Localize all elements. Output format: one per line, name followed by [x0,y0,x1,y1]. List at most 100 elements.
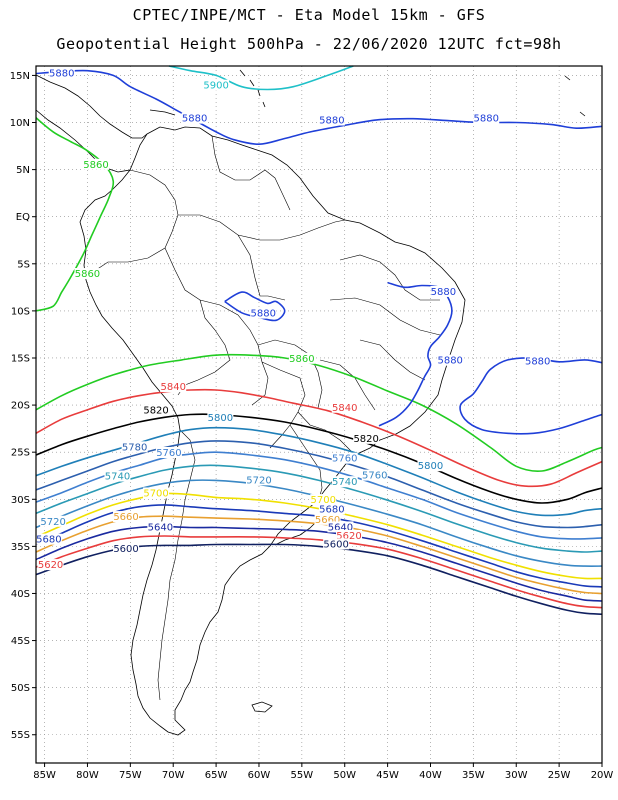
contour-5840 [35,388,603,488]
contour-label: 5900 [203,81,228,92]
contour-5880 [459,357,603,435]
contour-label-background [417,460,444,472]
lat-tick-label: 15N [10,71,30,82]
falkland-islands [251,701,273,713]
central-america-coastline [35,74,148,173]
contour-label-background [318,114,345,126]
contour-label: 5860 [75,269,100,280]
lat-tick-label: 30S [11,495,30,506]
graticule [36,66,603,763]
contour-label: 5660 [113,512,138,523]
contour-label-background [35,533,62,545]
contour-label: 5880 [525,357,550,368]
contour-label: 5840 [332,403,357,414]
contour-5900 [168,65,354,91]
contour-label-background [121,441,148,453]
contour-label: 5720 [246,475,271,486]
lon-tick-label: 30W [505,770,528,781]
lon-tick-label: 40W [419,770,442,781]
contour-5860 [35,117,115,312]
contour-label-background [113,543,140,555]
contour-labels: 5900 5880 5880 5880 5880 5860 5860 5860 5840 5840… [35,67,551,571]
lon-tick-label: 55W [291,770,314,781]
lat-tick-label: EQ [16,212,30,223]
contour-label-background [318,503,345,515]
contour-label-background [473,112,500,124]
contour-label-background [48,67,75,79]
contour-label-background [437,354,464,366]
lat-tick-label: 5N [16,165,30,176]
lat-tick-label: 25S [11,448,30,459]
lon-tick-label: 75W [119,770,142,781]
contour-label: 5880 [319,116,344,127]
contour-label: 5820 [353,434,378,445]
contour-label: 5600 [323,539,348,550]
contour-label-background [40,515,67,527]
lon-tick-label: 35W [462,770,485,781]
contour-5780 [35,440,603,529]
contour-label: 5880 [437,356,462,367]
lon-tick-label: 80W [76,770,99,781]
contour-label: 5600 [113,544,138,555]
lon-tick-label: 70W [162,770,185,781]
contour-label-background [288,352,315,364]
contour-label: 5800 [418,461,443,472]
contour-label-background [327,521,354,533]
contour-label: 5740 [332,477,357,488]
map-frame [35,65,603,764]
contour-label: 5620 [38,560,63,571]
lon-tick-label: 45W [376,770,399,781]
contour-5740 [35,464,603,553]
contour-label: 5700 [143,489,168,500]
contour-label: 5620 [336,531,361,542]
contour-label-background [143,487,170,499]
contour-label-background [74,268,101,280]
contour-label-background [203,79,230,91]
contour-label: 5720 [40,517,65,528]
contour-label-background [336,529,363,541]
contour-label: 5880 [431,287,456,298]
lon-tick-label: 25W [548,770,571,781]
axis-labels: 85W 80W 75W 70W 65W 60W 55W 50W 45W 40W 35W 30W 25W 2… [10,71,614,781]
contour-label: 5860 [83,160,108,171]
lon-tick-label: 60W [248,770,271,781]
contour-5640 [35,525,603,602]
contour-5800 [35,426,603,517]
lat-tick-label: 50S [11,683,30,694]
contour-label: 5640 [328,522,353,533]
contour-label-background [143,404,170,416]
contour-label: 5880 [251,309,276,320]
lat-tick-label: 20S [11,401,30,412]
contour-label-background [181,112,208,124]
contour-label: 5880 [182,114,207,125]
contour-label: 5760 [332,454,357,465]
lon-tick-label: 65W [205,770,228,781]
contour-label: 5780 [122,442,147,453]
contour-label: 5660 [315,515,340,526]
lat-tick-label: 40S [11,589,30,600]
contour-label: 5800 [208,413,233,424]
coastlines-and-borders [35,69,586,736]
contour-label-background [353,432,380,444]
south-america-coastline [79,126,466,736]
contour-label-background [331,476,358,488]
contour-label: 5700 [311,495,336,506]
contour-5820 [35,413,603,504]
lat-tick-label: 45S [11,636,30,647]
contour-label: 5880 [49,68,74,79]
contour-label: 5680 [36,535,61,546]
lon-tick-label: 20W [591,770,614,781]
contour-label: 5860 [289,354,314,365]
contour-label-background [310,494,337,506]
lon-tick-label: 50W [333,770,356,781]
contour-5880 [378,281,453,427]
contour-label-background [245,474,272,486]
title-line-2: Geopotential Height 500hPa - 22/06/2020 … [56,35,562,53]
contour-label-background [314,513,341,525]
contour-label-background [331,401,358,413]
lat-tick-label: 10S [11,306,30,317]
contour-label-background [250,307,277,319]
contour-label-background [83,158,110,170]
title-line-1: CPTEC/INPE/MCT - Eta Model 15km - GFS [132,6,486,24]
